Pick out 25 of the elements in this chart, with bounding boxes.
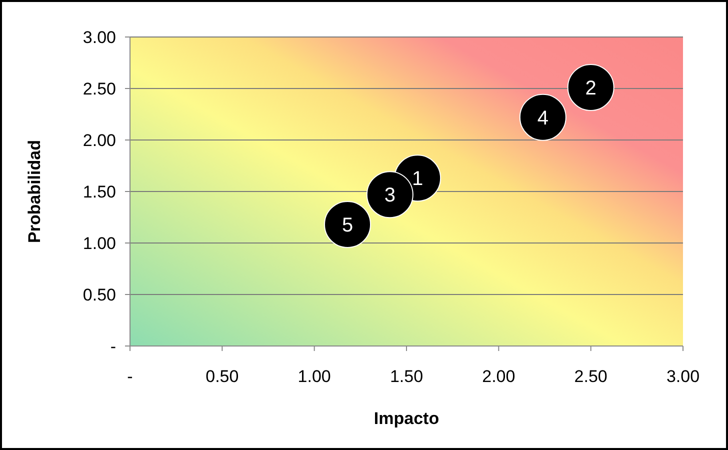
point	[366, 171, 414, 218]
x-tick-label: 2.50	[574, 367, 608, 386]
annotation: 5	[342, 214, 354, 236]
point	[324, 200, 372, 248]
x-axis-title: Impacto	[374, 409, 440, 428]
point	[519, 94, 566, 141]
y-tick-label: 3.00	[82, 28, 116, 47]
y-tick-label: 1.00	[82, 234, 116, 253]
annotation: 2	[585, 77, 596, 100]
annotation: 4	[537, 107, 548, 130]
annotation: 3	[384, 184, 396, 207]
x-tick-label: 0.50	[206, 367, 239, 386]
y-tick-label: 2.50	[82, 80, 116, 98]
x-tick-label: 1.50	[390, 367, 424, 386]
point	[567, 64, 614, 111]
x-tick-label: 2.00	[482, 367, 516, 386]
annotation: 1	[412, 168, 424, 190]
y-tick-label: 0.50	[82, 286, 116, 304]
y-tick-label: 2.00	[82, 131, 116, 150]
y-axis-title: Probabilidad	[25, 140, 44, 243]
y-tick-label: -	[110, 337, 116, 356]
y-tick-label: 1.50	[82, 182, 116, 202]
x-tick-label: -	[127, 367, 133, 386]
x-tick-label: 3.00	[666, 367, 700, 386]
x-tick-label: 1.00	[298, 367, 331, 386]
